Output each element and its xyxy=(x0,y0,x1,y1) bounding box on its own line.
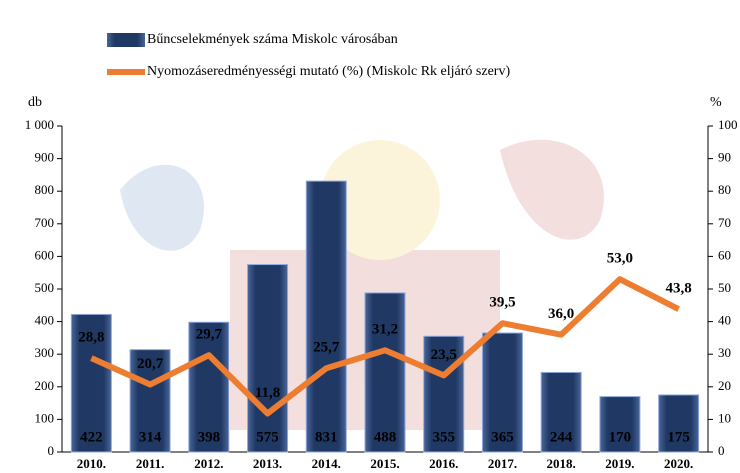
bar-value-label: 175 xyxy=(667,429,690,445)
bar xyxy=(306,181,346,452)
line-value-label: 29,7 xyxy=(196,327,223,343)
y2-tick-label: 70 xyxy=(718,215,731,230)
y2-tick-label: 10 xyxy=(718,410,731,425)
bar-value-label: 170 xyxy=(609,429,632,445)
bar-value-label: 575 xyxy=(256,429,279,445)
y-tick-label: 400 xyxy=(35,313,55,328)
line-value-label: 39,5 xyxy=(489,295,515,311)
y2-tick-label: 0 xyxy=(718,443,725,458)
y2-tick-label: 100 xyxy=(718,117,738,132)
chart: db % Bűncselekmények száma Miskolc város… xyxy=(0,0,740,473)
y-tick-label: 1 000 xyxy=(25,117,54,132)
y-tick-label: 700 xyxy=(35,215,55,230)
line-value-label: 43,8 xyxy=(666,281,692,297)
y2-axis-title: % xyxy=(710,95,722,110)
y2-tick-label: 60 xyxy=(718,247,731,262)
y-tick-label: 0 xyxy=(48,443,55,458)
x-tick-label: 2014. xyxy=(312,456,341,471)
y-tick-label: 800 xyxy=(35,182,55,197)
y2-tick-label: 90 xyxy=(718,150,731,165)
x-tick-label: 2013. xyxy=(253,456,282,471)
bar xyxy=(365,293,405,452)
bar-value-label: 244 xyxy=(550,429,573,445)
bar-value-label: 398 xyxy=(198,429,221,445)
x-tick-label: 2019. xyxy=(605,456,634,471)
line-value-label: 25,7 xyxy=(313,340,340,356)
x-tick-label: 2015. xyxy=(370,456,399,471)
x-tick-label: 2010. xyxy=(77,456,106,471)
y2-tick-label: 30 xyxy=(718,345,731,360)
bar-value-label: 488 xyxy=(374,429,397,445)
bar-value-label: 831 xyxy=(315,429,338,445)
line-value-label: 20,7 xyxy=(137,356,164,372)
bar-value-label: 355 xyxy=(432,429,455,445)
legend-label: Bűncselekmények száma Miskolc városában xyxy=(147,32,398,47)
y-tick-label: 300 xyxy=(35,345,55,360)
line-value-label: 23,5 xyxy=(431,347,457,363)
line-value-label: 53,0 xyxy=(607,251,633,267)
bar-value-label: 314 xyxy=(139,429,162,445)
y-axis-title: db xyxy=(28,95,42,110)
x-tick-label: 2011. xyxy=(136,456,165,471)
x-tick-label: 2018. xyxy=(547,456,576,471)
line-value-label: 28,8 xyxy=(78,330,104,346)
bar-value-label: 365 xyxy=(491,429,514,445)
y-tick-label: 100 xyxy=(35,410,55,425)
bar-value-label: 422 xyxy=(80,429,103,445)
y2-tick-label: 80 xyxy=(718,182,731,197)
y-tick-label: 600 xyxy=(35,247,55,262)
y2-tick-label: 50 xyxy=(718,280,731,295)
y-tick-label: 200 xyxy=(35,378,55,393)
line-value-label: 31,2 xyxy=(372,322,398,338)
legend-label: Nyomozáseredményességi mutató (%) (Misko… xyxy=(147,64,510,79)
y-tick-label: 900 xyxy=(35,150,55,165)
y-tick-label: 500 xyxy=(35,280,55,295)
page: {"chart_data": {"type": "bar", "categori… xyxy=(0,0,740,473)
x-tick-label: 2012. xyxy=(194,456,223,471)
line-value-label: 11,8 xyxy=(255,385,280,401)
x-tick-label: 2020. xyxy=(664,456,693,471)
y2-tick-label: 20 xyxy=(718,378,731,393)
line-value-label: 36,0 xyxy=(548,306,574,322)
x-tick-label: 2016. xyxy=(429,456,458,471)
bar xyxy=(248,265,288,452)
legend-swatch xyxy=(107,33,145,47)
y2-tick-label: 40 xyxy=(718,313,731,328)
x-tick-label: 2017. xyxy=(488,456,517,471)
